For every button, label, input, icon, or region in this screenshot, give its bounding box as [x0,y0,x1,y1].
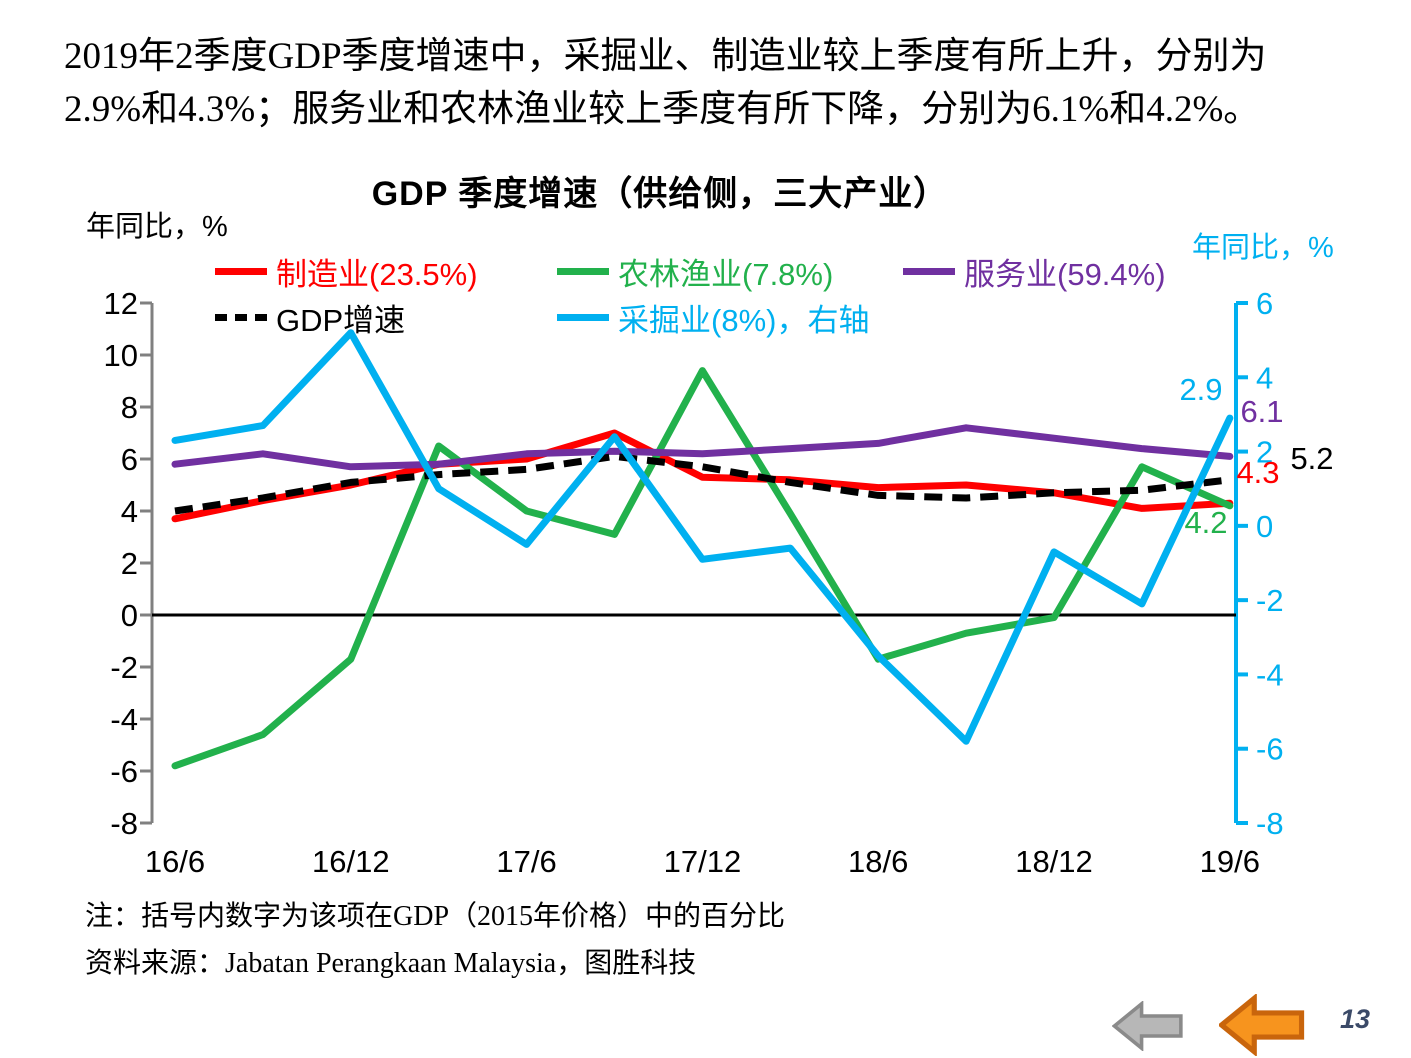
orange-arrow-icon [1219,994,1305,1056]
left-axis-tick-label: 10 [104,338,138,373]
chart-title: GDP 季度增速（供给侧，三大产业） [371,175,949,213]
legend-item-mining: 采掘业(8%)，右轴 [557,300,869,338]
right-axis-tick-label: 2 [1256,435,1273,470]
headline-line-2: 2.9%和4.3%；服务业和农林渔业较上季度有所下降，分别为6.1%和4.2%。 [64,89,1261,130]
legend-swatch-dashed-line-icon [215,313,267,321]
series-line-manufacturing [171,429,1234,523]
legend-swatch-line-icon [903,267,955,275]
right-axis-title: 年同比，% [1192,232,1334,264]
legend-label: 采掘业(8%)，右轴 [618,302,870,338]
left-axis-tick-label: -4 [110,702,138,737]
right-axis-tick-label: 6 [1256,286,1273,321]
left-axis-tick-label: 8 [121,390,138,425]
x-axis-tick-label: 19/6 [1200,844,1260,879]
left-axis-tick-label: -6 [110,754,138,789]
series-end-value-label: 2.9 [1179,372,1223,407]
series-end-value-label: 4.2 [1184,505,1228,540]
series-line-agri-fishery [171,367,1234,770]
headline-line-1: 2019年2季度GDP季度增速中，采掘业、制造业较上季度有所上升，分别为 [64,36,1267,77]
right-axis-tick-label: -4 [1256,657,1284,692]
legend-label: 农林渔业(7.8%) [618,256,834,292]
legend-label: 服务业(59.4%) [964,256,1166,292]
headline: 2019年2季度GDP季度增速中，采掘业、制造业较上季度有所上升，分别为 2.9… [64,30,1360,136]
series-line-gdp-growth [174,452,1231,515]
left-axis-tick-label: -8 [110,806,138,841]
source-note: 资料来源：Jabatan Perangkaan Malaysia，图胜科技 [85,948,697,979]
legend-item-agri-fishery: 农林渔业(7.8%) [557,254,833,292]
gray-back-arrow-button[interactable] [1112,1001,1184,1051]
gray-arrow-icon [1112,1001,1183,1051]
left-axis-tick-label: 4 [121,494,138,529]
footnote: 注：括号内数字为该项在GDP（2015年价格）中的百分比 [85,901,786,932]
series-end-value-label: 4.3 [1236,455,1280,490]
series-end-value-label: 6.1 [1240,394,1284,429]
legend-swatch-line-icon [215,267,267,275]
left-axis-tick-label: 12 [104,286,138,321]
series-line-services [171,424,1234,471]
page-number: 13 [1340,1004,1371,1034]
right-axis-tick-label: 0 [1256,509,1273,544]
left-axis-tick-label: 6 [121,442,138,477]
orange-back-arrow-button[interactable] [1219,994,1305,1056]
legend-swatch-line-icon [557,267,609,275]
x-axis-tick-label: 16/6 [145,844,205,879]
series-line-mining [171,329,1234,745]
left-axis-title: 年同比，% [86,211,228,243]
x-axis-tick-label: 16/12 [312,844,390,879]
series-end-value-label: 5.2 [1290,441,1334,476]
x-axis-tick-label: 18/12 [1015,844,1093,879]
left-axis-tick-label: 0 [121,598,138,633]
legend-item-gdp-growth: GDP增速 [215,300,405,338]
legend-item-services: 服务业(59.4%) [903,254,1166,292]
right-axis-tick-label: -8 [1256,806,1284,841]
right-axis-tick-label: -6 [1256,732,1284,767]
x-axis-tick-label: 17/6 [496,844,556,879]
legend-label: 制造业(23.5%) [276,256,478,292]
right-axis-tick-label: 4 [1256,360,1273,395]
left-axis-tick-label: 2 [121,546,138,581]
legend-label: GDP增速 [276,302,406,338]
right-axis-tick-label: -2 [1256,583,1284,618]
left-axis-tick-label: -2 [110,650,138,685]
x-axis-tick-label: 18/6 [848,844,908,879]
legend-swatch-line-icon [557,313,609,321]
x-axis-tick-label: 17/12 [664,844,742,879]
legend-item-manufacturing: 制造业(23.5%) [215,254,478,292]
